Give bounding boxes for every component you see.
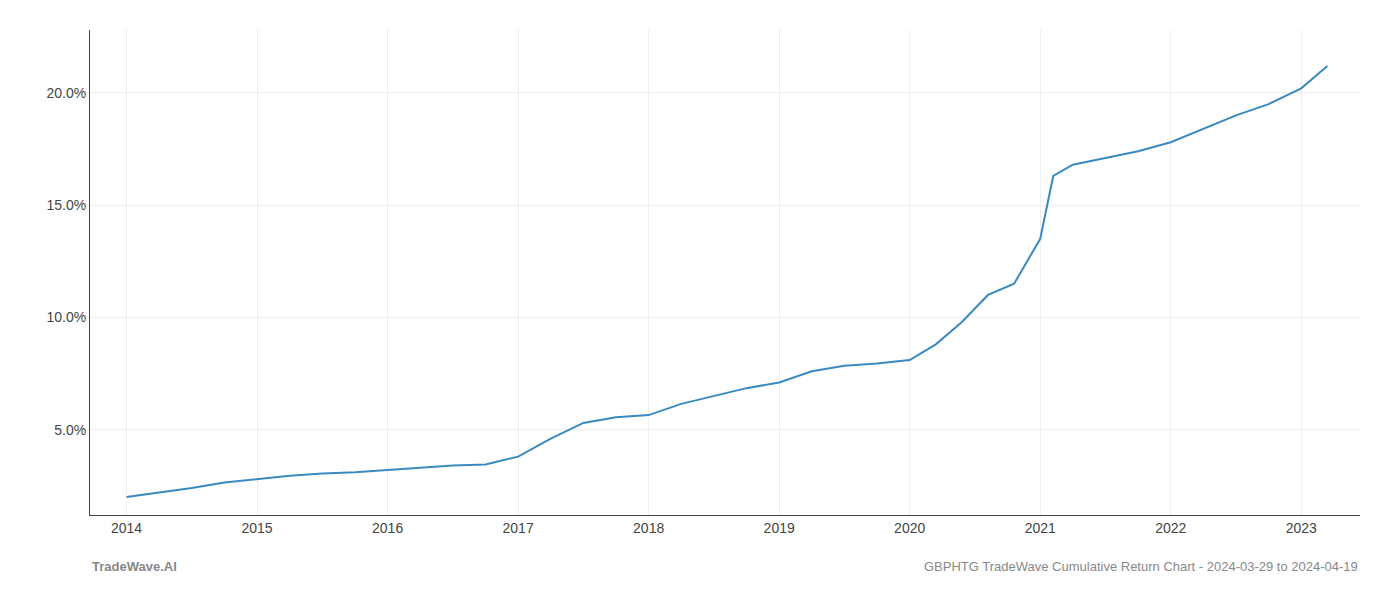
svg-text:2020: 2020 — [894, 520, 925, 536]
svg-text:2023: 2023 — [1286, 520, 1317, 536]
svg-text:TradeWave.AI: TradeWave.AI — [92, 559, 177, 574]
svg-text:5.0%: 5.0% — [54, 422, 86, 438]
svg-text:2021: 2021 — [1025, 520, 1056, 536]
svg-text:2019: 2019 — [764, 520, 795, 536]
svg-text:2018: 2018 — [633, 520, 664, 536]
svg-text:2014: 2014 — [111, 520, 142, 536]
svg-text:10.0%: 10.0% — [46, 309, 86, 325]
svg-text:20.0%: 20.0% — [46, 85, 86, 101]
svg-text:15.0%: 15.0% — [46, 197, 86, 213]
svg-text:GBPHTG TradeWave Cumulative Re: GBPHTG TradeWave Cumulative Return Chart… — [924, 559, 1358, 574]
svg-text:2015: 2015 — [241, 520, 272, 536]
svg-text:2016: 2016 — [372, 520, 403, 536]
svg-text:2017: 2017 — [503, 520, 534, 536]
svg-text:2022: 2022 — [1155, 520, 1186, 536]
